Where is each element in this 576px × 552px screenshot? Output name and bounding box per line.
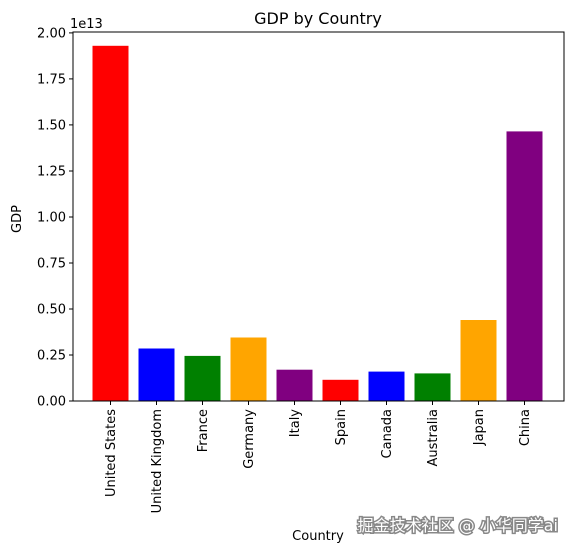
x-tick-label: United Kingdom [150,409,165,513]
x-ticks-group: United States United Kingdom France Germany… [104,401,533,513]
y-scale-label: 1e13 [70,17,103,32]
watermark: 掘金技术社区 @ 小华同学ai [356,515,559,537]
bar-canada [368,371,405,401]
bars-group [92,45,543,402]
y-tick-label: 0.00 [37,395,66,410]
y-tick-label: 1.00 [37,211,66,226]
x-tick-label: France [196,409,211,452]
y-tick-label: 0.75 [37,257,66,272]
y-tick-label: 0.50 [37,303,66,318]
bar-spain [322,379,359,401]
bar-australia [414,373,451,401]
y-tick-label: 1.50 [37,118,66,133]
x-tick-label: Spain [334,409,349,445]
bar-united-kingdom [138,348,175,401]
y-axis-label: GDP [10,205,25,233]
x-tick-label: Australia [426,409,441,467]
bar-japan [460,320,497,401]
x-axis-label: Country [292,529,344,544]
x-tick-label: United States [104,409,119,497]
x-tick-label: Canada [380,409,395,458]
x-tick-label: Germany [242,409,257,469]
y-tick-label: 0.25 [37,349,66,364]
x-tick-label: Italy [288,409,303,438]
bar-china [506,131,543,401]
bar-italy [276,369,313,401]
y-tick-label: 1.75 [37,72,66,87]
chart-title: GDP by Country [254,9,382,28]
watermark-text: 掘金技术社区 @ 小华同学ai [358,516,558,535]
x-tick-label: Japan [472,409,487,446]
bar-france [184,355,221,401]
x-tick-label: China [518,409,533,446]
bar-germany [230,337,267,401]
plot-frame [72,31,565,402]
y-tick-label: 1.25 [37,165,66,180]
bar-united-states [92,45,129,402]
y-ticks-group: 0.00 0.25 0.50 0.75 1.00 1.25 1.50 1.75 2.00 [37,26,73,410]
y-tick-label: 2.00 [37,26,66,41]
